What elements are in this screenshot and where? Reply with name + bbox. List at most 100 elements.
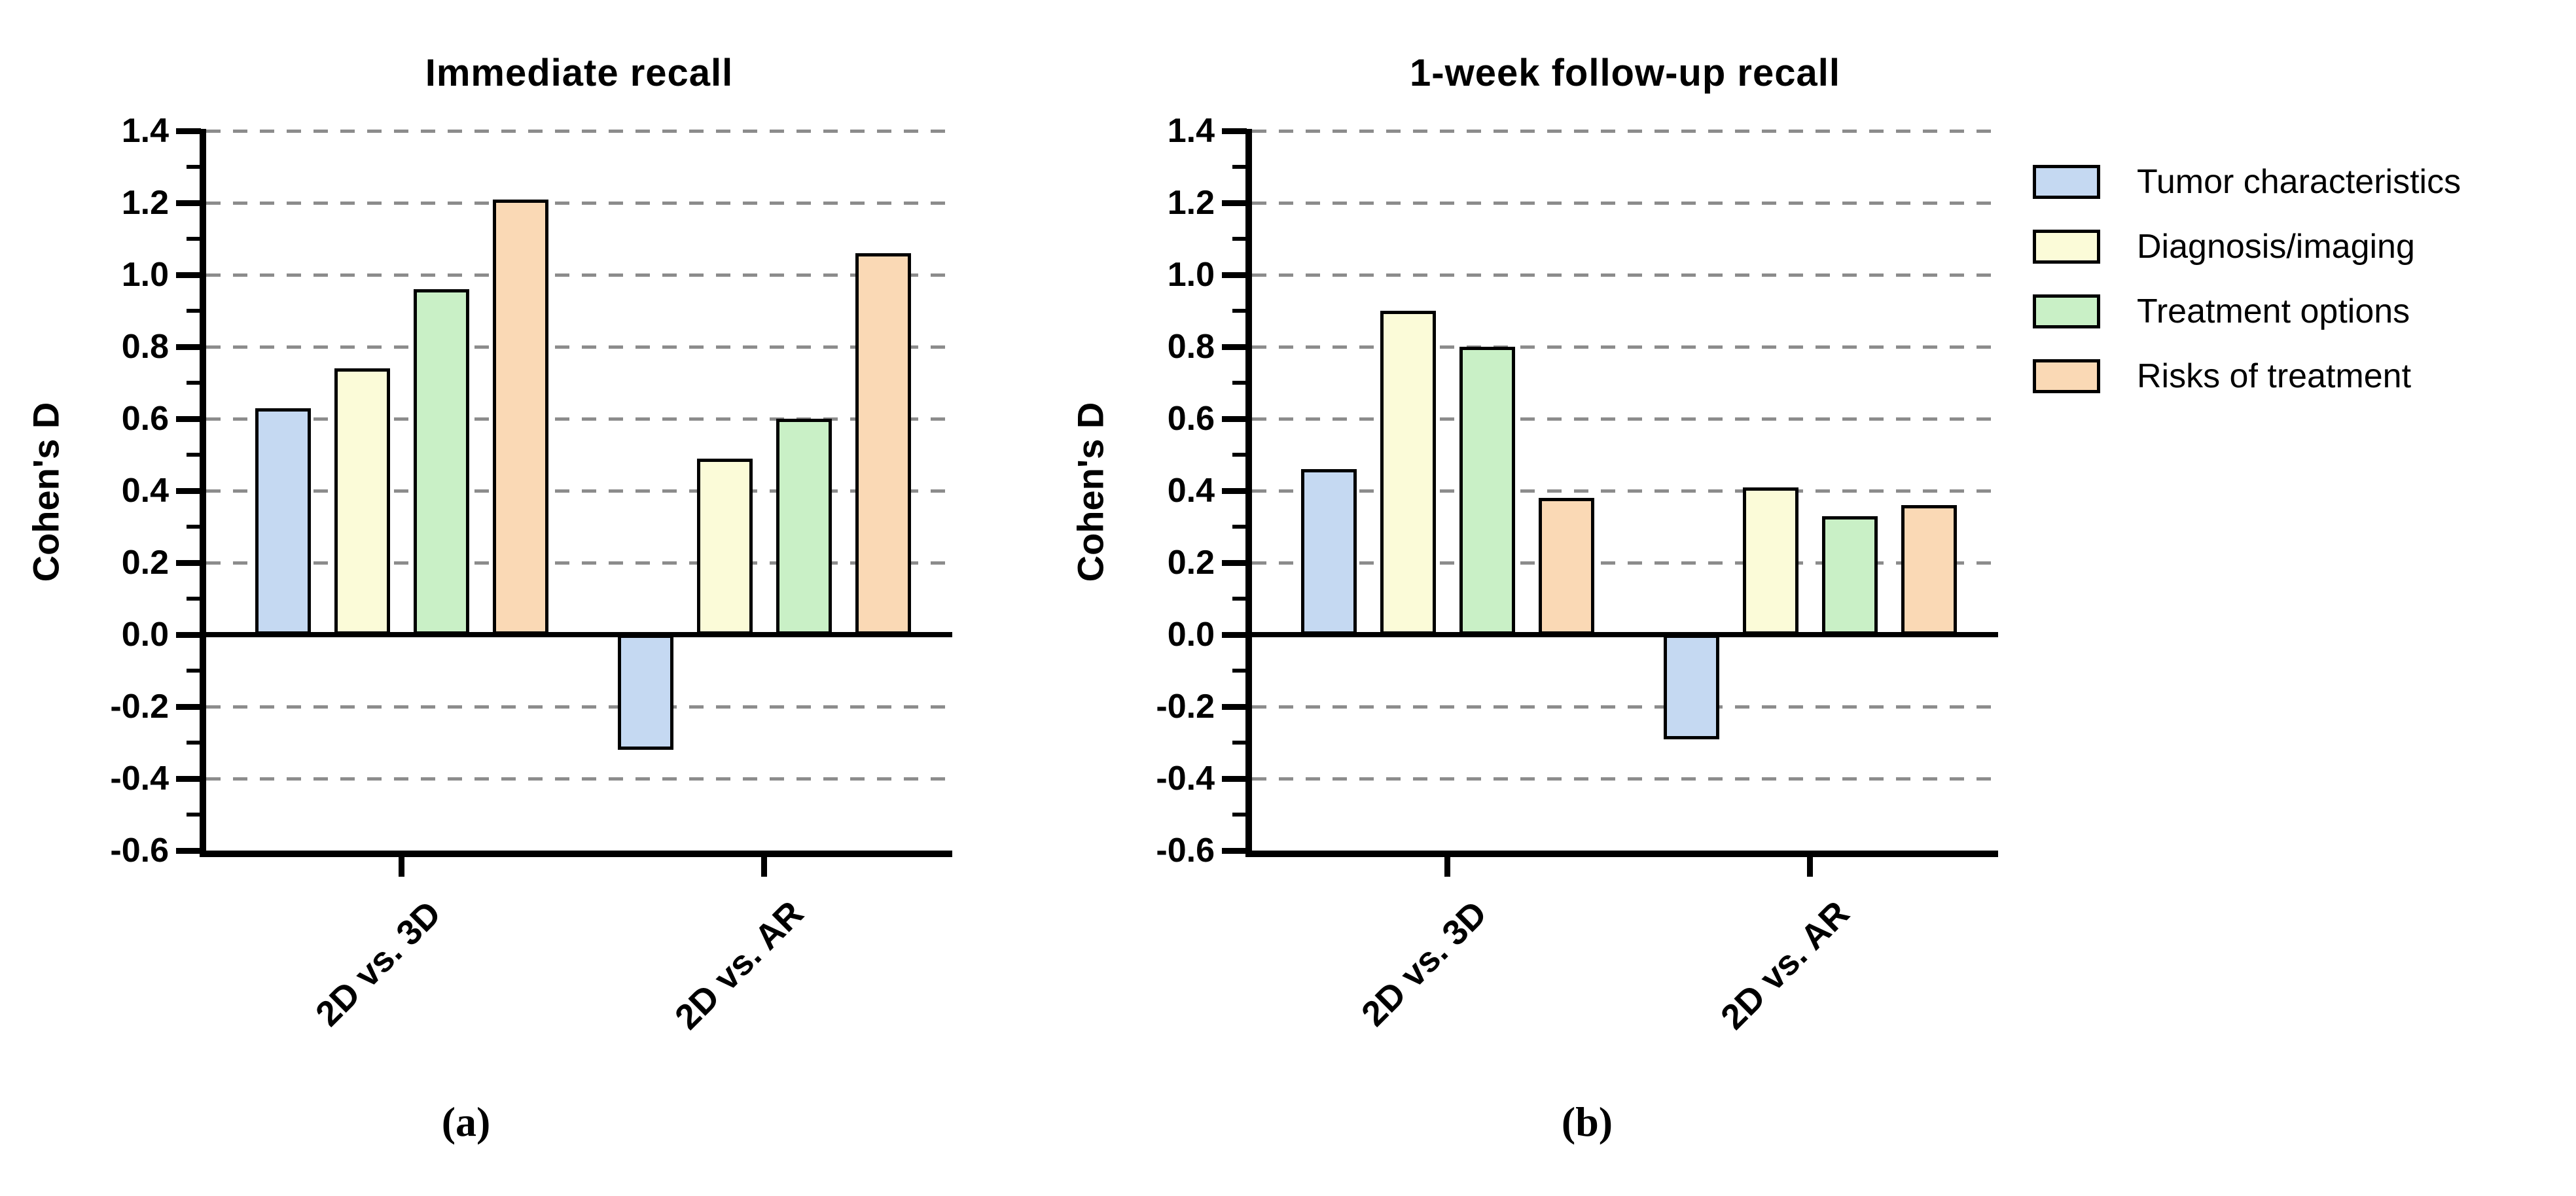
bar-diagnosis-imaging xyxy=(1380,311,1436,635)
y-axis-minor-tick xyxy=(1232,669,1247,673)
y-axis-tick-label: 0.0 xyxy=(121,616,169,654)
y-axis-major-tick xyxy=(1222,847,1247,854)
y-axis-tick-label: -0.6 xyxy=(110,832,169,870)
gridline xyxy=(1252,345,1998,349)
legend-label: Diagnosis/imaging xyxy=(2137,227,2415,266)
y-axis-line xyxy=(1245,129,1252,857)
y-axis-major-tick xyxy=(176,559,201,566)
x-axis-tick xyxy=(1444,857,1451,877)
gridline xyxy=(206,561,952,565)
bar-risks-of-treatment xyxy=(855,253,911,635)
legend-swatch-risks-of-treatment xyxy=(2033,359,2100,393)
legend-item-tumor-characteristics: Tumor characteristics xyxy=(2033,149,2461,214)
x-axis-bottom-line xyxy=(200,851,952,857)
y-axis-minor-tick xyxy=(1232,381,1247,385)
bar-treatment-options xyxy=(1459,347,1515,635)
x-axis-tick xyxy=(1807,857,1814,877)
y-axis-minor-tick xyxy=(1232,597,1247,601)
y-axis-major-tick xyxy=(176,487,201,494)
y-axis-tick-label: 0.2 xyxy=(1167,544,1215,582)
y-axis-tick-label: 1.2 xyxy=(1167,184,1215,222)
y-axis-tick-label: 1.4 xyxy=(1167,112,1215,150)
panel-label-a: (a) xyxy=(441,1099,491,1145)
y-axis-tick-label: 0.0 xyxy=(1167,616,1215,654)
y-axis-major-tick xyxy=(1222,415,1247,422)
gridline xyxy=(1252,201,1998,205)
legend-item-treatment-options: Treatment options xyxy=(2033,279,2461,343)
y-axis-major-tick xyxy=(1222,631,1247,638)
y-axis-minor-tick xyxy=(187,309,201,313)
y-axis-minor-tick xyxy=(1232,453,1247,457)
gridline xyxy=(1252,489,1998,493)
y-axis-tick-label: -0.2 xyxy=(110,688,169,726)
y-axis-tick-label: 0.2 xyxy=(121,544,169,582)
panel-label-b: (b) xyxy=(1561,1099,1613,1145)
x-axis-category-label: 2D vs. AR xyxy=(667,893,811,1037)
y-axis-minor-tick xyxy=(187,597,201,601)
y-axis-major-tick xyxy=(1222,343,1247,350)
chart-title-1-week-follow-up-recall: 1-week follow-up recall xyxy=(1410,52,1840,95)
y-axis-minor-tick xyxy=(187,741,201,745)
y-axis-major-tick xyxy=(1222,128,1247,134)
legend-swatch-tumor-characteristics xyxy=(2033,164,2100,199)
y-axis-major-tick xyxy=(176,200,201,206)
y-axis-major-tick xyxy=(1222,775,1247,782)
y-axis-tick-label: -0.4 xyxy=(1156,760,1215,798)
y-axis-tick-label: 0.4 xyxy=(121,472,169,510)
y-axis-major-tick xyxy=(176,775,201,782)
y-axis-minor-tick xyxy=(1232,813,1247,817)
legend-label: Tumor characteristics xyxy=(2137,162,2461,201)
bar-risks-of-treatment xyxy=(1901,505,1957,635)
y-axis-tick-label: 0.8 xyxy=(121,328,169,366)
x-axis-tick xyxy=(399,857,405,877)
bar-diagnosis-imaging xyxy=(334,368,390,635)
bar-treatment-options xyxy=(776,419,832,635)
gridline xyxy=(1252,129,1998,133)
y-axis-major-tick xyxy=(176,272,201,278)
y-axis-minor-tick xyxy=(1232,309,1247,313)
x-axis-zero-line xyxy=(206,632,952,637)
y-axis-tick-label: -0.6 xyxy=(1156,832,1215,870)
gridline xyxy=(1252,273,1998,277)
y-axis-minor-tick xyxy=(1232,525,1247,529)
gridline xyxy=(206,345,952,349)
bar-tumor-characteristics xyxy=(1663,635,1719,739)
y-axis-major-tick xyxy=(176,703,201,710)
gridline xyxy=(206,777,952,781)
legend-swatch-treatment-options xyxy=(2033,294,2100,328)
y-axis-major-tick xyxy=(1222,487,1247,494)
x-axis-category-label: 2D vs. 3D xyxy=(308,893,448,1034)
bar-risks-of-treatment xyxy=(1538,498,1594,635)
x-axis-bottom-line xyxy=(1245,851,1998,857)
gridline xyxy=(206,705,952,709)
gridline xyxy=(1252,561,1998,565)
y-axis-minor-tick xyxy=(1232,741,1247,745)
bar-diagnosis-imaging xyxy=(696,458,753,635)
y-axis-major-tick xyxy=(1222,200,1247,206)
bar-tumor-characteristics xyxy=(617,635,673,750)
gridline xyxy=(206,201,952,205)
bar-tumor-characteristics xyxy=(1300,469,1357,635)
x-axis-zero-line xyxy=(1252,632,1998,637)
gridline xyxy=(1252,705,1998,709)
y-axis-tick-label: 0.4 xyxy=(1167,472,1215,510)
gridline xyxy=(1252,777,1998,781)
y-axis-minor-tick xyxy=(187,237,201,241)
legend-label: Risks of treatment xyxy=(2137,357,2412,395)
y-axis-minor-tick xyxy=(187,813,201,817)
y-axis-tick-label: 0.6 xyxy=(121,400,169,438)
x-axis-tick xyxy=(761,857,768,877)
gridline xyxy=(206,273,952,277)
legend-label: Treatment options xyxy=(2137,292,2410,330)
y-axis-tick-label: -0.4 xyxy=(110,760,169,798)
y-axis-minor-tick xyxy=(1232,237,1247,241)
legend-item-risks-of-treatment: Risks of treatment xyxy=(2033,343,2461,408)
y-axis-tick-label: 0.6 xyxy=(1167,400,1215,438)
y-axis-minor-tick xyxy=(187,165,201,169)
y-axis-tick-label: 1.0 xyxy=(121,256,169,294)
y-axis-major-tick xyxy=(176,343,201,350)
gridline xyxy=(1252,417,1998,421)
y-axis-line xyxy=(200,129,206,857)
x-axis-category-label: 2D vs. 3D xyxy=(1353,893,1494,1034)
chart-title-immediate-recall: Immediate recall xyxy=(425,52,734,95)
